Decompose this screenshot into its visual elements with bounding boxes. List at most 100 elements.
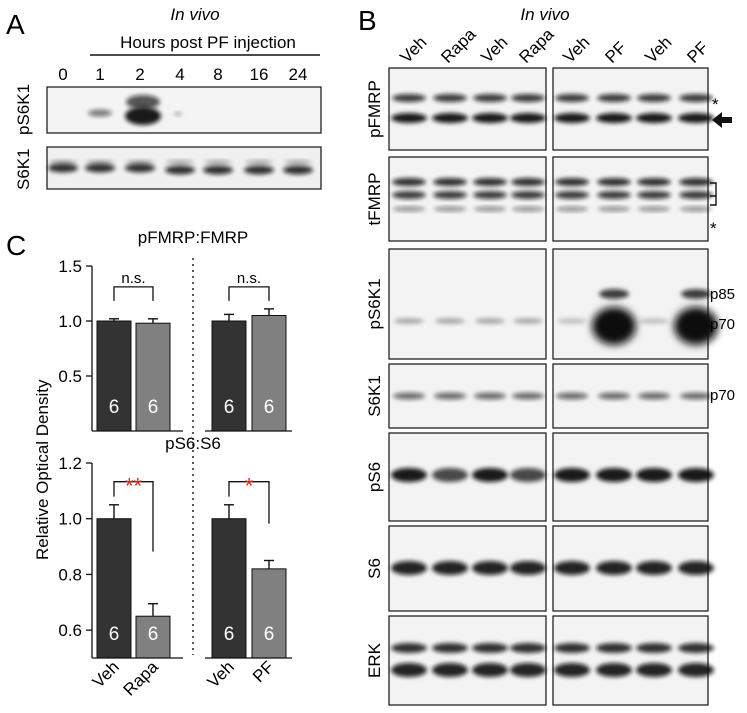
time-label: 8: [213, 65, 222, 84]
band: [472, 468, 508, 482]
blot-right-pfmrp: [552, 67, 709, 151]
n-label: 6: [148, 397, 159, 418]
band: [433, 178, 467, 186]
band: [678, 468, 714, 482]
panel-b-letter: B: [358, 5, 377, 36]
band: [680, 392, 712, 400]
blot-ps6k1: pS6K1: [365, 248, 718, 360]
asterisk-tfmrp: *: [710, 219, 717, 238]
panel-c-ylabel: Relative Optical Density: [33, 379, 52, 560]
band: [598, 392, 630, 400]
n-label: 6: [224, 624, 235, 645]
band: [474, 206, 506, 212]
band: [555, 94, 589, 102]
bracket-tfmrp: [710, 182, 717, 206]
band: [637, 191, 671, 199]
lane-label: Veh: [396, 33, 430, 67]
blot-left-erk: [388, 615, 547, 706]
time-label: 1: [95, 65, 104, 84]
band: [392, 178, 426, 186]
lane-label: PF: [683, 38, 712, 67]
band: [513, 318, 543, 324]
band: [204, 160, 232, 164]
band: [472, 561, 508, 575]
y-tick-label: 0.6: [58, 621, 82, 640]
sig-bracket: [113, 481, 154, 552]
blot-left-ps6k1: [388, 248, 547, 360]
band: [510, 113, 546, 123]
band: [48, 163, 78, 173]
blot-label-pfmrp: pFMRP: [365, 80, 384, 138]
lane-label: Rapa: [515, 24, 558, 67]
band: [391, 468, 427, 482]
band: [433, 94, 467, 102]
band: [473, 178, 507, 186]
band: [597, 178, 631, 186]
band: [391, 113, 427, 123]
y-tick-label: 1.0: [58, 510, 82, 529]
y-tick-label: 1.0: [58, 312, 82, 331]
sig-label: n.s.: [237, 270, 261, 287]
band: [433, 191, 467, 199]
band: [473, 191, 507, 199]
band: [511, 94, 545, 102]
label-p70-ps6k1: p70: [710, 316, 735, 333]
band: [554, 561, 590, 575]
blot-a-ps6k1: [46, 86, 322, 134]
band: [391, 643, 427, 653]
band: [597, 94, 631, 102]
band: [432, 643, 468, 653]
blot-ps6: pS6: [365, 432, 714, 522]
band: [510, 643, 546, 653]
band: [126, 160, 154, 164]
band: [392, 191, 426, 199]
panel-a-time-labels: 0 1 2 4 8 16 24: [58, 65, 307, 84]
band: [125, 163, 155, 173]
lane-label: Veh: [641, 33, 675, 67]
time-label: 0: [58, 65, 67, 84]
n-label: 6: [109, 624, 120, 645]
band: [596, 561, 632, 575]
band: [638, 206, 670, 212]
n-label: 6: [224, 397, 235, 418]
x-category-label: Veh: [204, 657, 238, 691]
bar-rapa: [135, 322, 171, 432]
band: [510, 561, 546, 575]
band: [473, 94, 507, 102]
lane-label: Veh: [477, 33, 511, 67]
bar-veh: [96, 320, 132, 432]
panel-a-letter: A: [6, 9, 25, 40]
x-category-label: Rapa: [120, 657, 163, 700]
band: [678, 561, 714, 575]
n-label: 6: [264, 624, 275, 645]
y-tick-label: 1.2: [58, 454, 82, 473]
band: [474, 392, 506, 400]
band: [88, 109, 112, 117]
lane-label: PF: [601, 38, 630, 67]
blot-label-tfmrp: tFMRP: [365, 173, 384, 226]
sig-bracket: [113, 286, 154, 301]
band: [434, 206, 466, 212]
chart-bottom: 1.21.00.80.6 6 6 6 6** *: [58, 454, 292, 659]
y-tick-label: 1.5: [58, 257, 82, 276]
panel-c: C Relative Optical Density pFMRP:FMRP pS…: [6, 228, 292, 700]
band: [245, 160, 273, 164]
time-label: 4: [175, 65, 184, 84]
band: [510, 663, 546, 677]
label-p70-s6k1: p70: [710, 387, 735, 404]
band: [556, 392, 588, 400]
lane-label: Veh: [559, 33, 593, 67]
band: [393, 206, 425, 212]
band: [432, 561, 468, 575]
band: [554, 468, 590, 482]
band: [472, 643, 508, 653]
blot-tfmrp: tFMRP: [365, 156, 713, 242]
blot-right-ps6k1: [552, 248, 709, 360]
band: [555, 191, 589, 199]
band: [125, 107, 161, 125]
panel-a-axis-title: Hours post PF injection: [120, 33, 296, 52]
band: [596, 663, 632, 677]
blot-s6: S6: [365, 525, 714, 612]
